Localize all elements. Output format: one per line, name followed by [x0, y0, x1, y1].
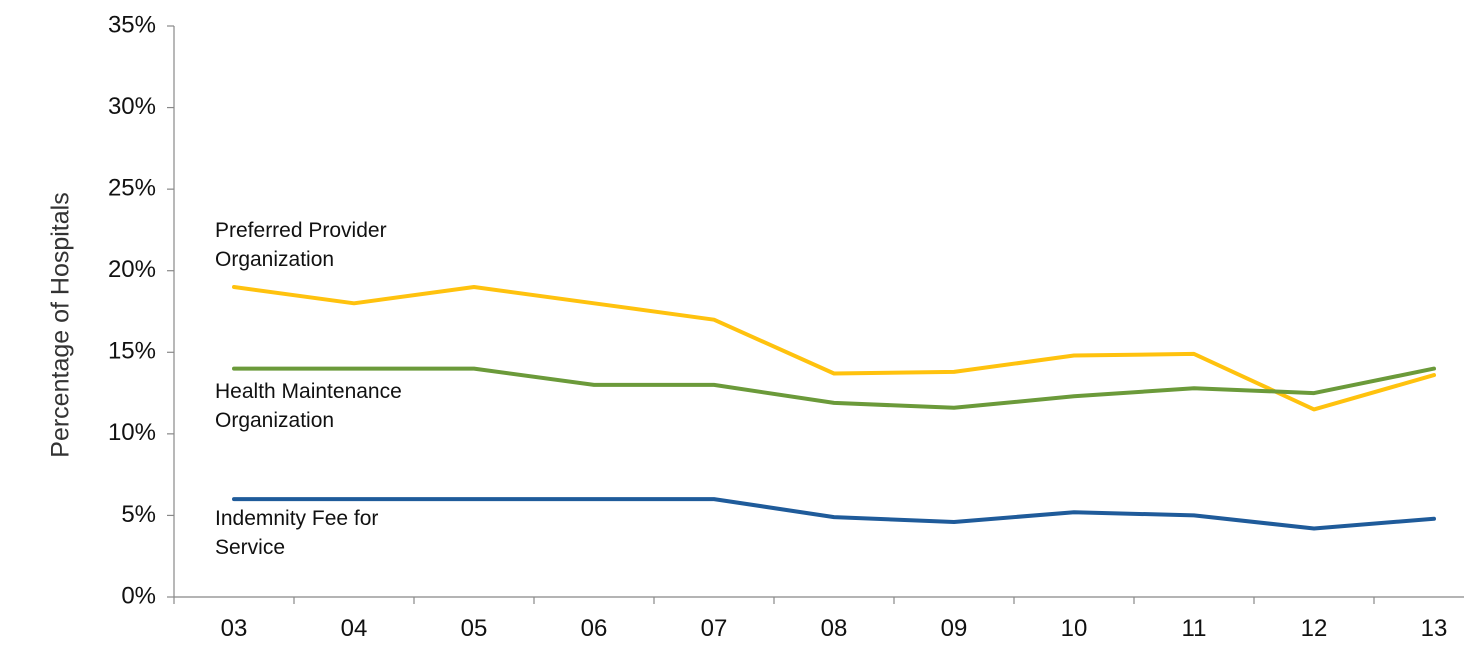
- series-label-0-line-0: Preferred Provider: [215, 219, 387, 242]
- x-tick-label: 12: [1301, 615, 1328, 642]
- x-tick-label: 06: [581, 615, 608, 642]
- x-tick-label: 07: [701, 615, 728, 642]
- y-tick-label: 20%: [108, 256, 156, 283]
- y-tick-label: 25%: [108, 174, 156, 201]
- x-tick-label: 03: [221, 615, 248, 642]
- y-tick-label: 5%: [121, 501, 156, 528]
- x-tick-label: 04: [341, 615, 368, 642]
- y-tick-label: 30%: [108, 93, 156, 120]
- x-tick-label: 05: [461, 615, 488, 642]
- x-tick-label: 08: [821, 615, 848, 642]
- series-label-1-line-0: Health Maintenance: [215, 380, 402, 403]
- axes: [173, 26, 1464, 598]
- x-tick-label: 09: [941, 615, 968, 642]
- y-axis-ticks: 0% 5% 10% 15% 20% 25% 30% 35%: [108, 11, 174, 609]
- y-tick-label: 10%: [108, 419, 156, 446]
- x-tick-label: 10: [1061, 615, 1088, 642]
- y-tick-label: 0%: [121, 582, 156, 609]
- x-axis-ticks: 03 04 05 06 07 08 09 10 11 12 13: [173, 597, 1448, 642]
- series-lines: [232, 285, 1436, 531]
- series-label-2-line-1: Service: [215, 536, 285, 559]
- y-axis-title: Percentage of Hospitals: [47, 192, 75, 457]
- series-labels: Preferred Provider Organization Health Mai…: [215, 219, 402, 559]
- series-label-0-line-1: Organization: [215, 248, 334, 271]
- y-tick-label: 15%: [108, 338, 156, 365]
- x-tick-label: 11: [1182, 615, 1207, 642]
- series-label-2-line-0: Indemnity Fee for: [215, 507, 378, 530]
- y-tick-label: 35%: [108, 11, 156, 38]
- x-tick-label: 13: [1421, 615, 1448, 642]
- series-label-1-line-1: Organization: [215, 409, 334, 432]
- series-line-2: [232, 497, 1436, 531]
